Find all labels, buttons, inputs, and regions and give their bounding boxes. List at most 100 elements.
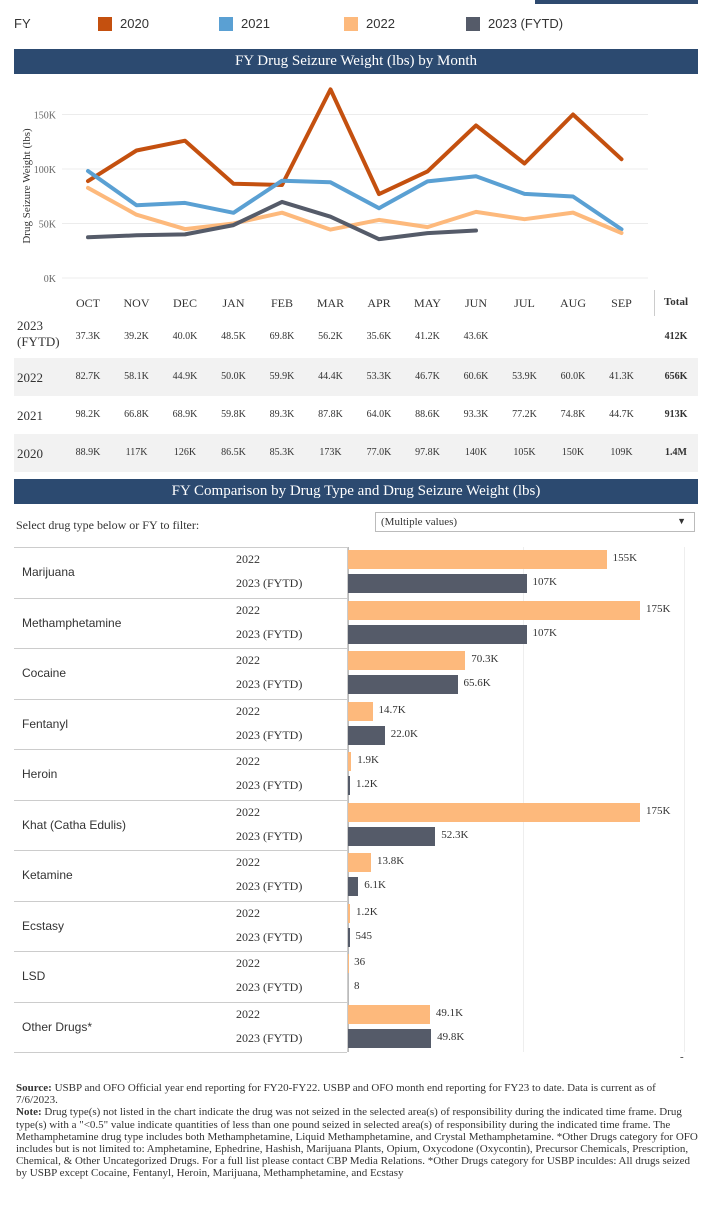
drug-group[interactable]: Heroin 2022 1.9K 2023 (FYTD) 1.2K <box>14 749 698 800</box>
group-separator <box>14 900 347 902</box>
table-cell: 64.0K <box>366 409 392 420</box>
bar-value-label: 70.3K <box>471 653 499 665</box>
bar-2022 <box>348 853 371 872</box>
drug-group[interactable]: LSD 2022 36 2023 (FYTD) 8 <box>14 951 698 1002</box>
table-cell: 109K <box>610 447 633 458</box>
series-line-2022 <box>86 185 624 235</box>
bar-2023 <box>348 725 385 745</box>
bar-2023 <box>348 877 359 896</box>
bar-value-label: 65.6K <box>463 677 491 689</box>
year-label: 2022 <box>236 956 260 970</box>
drug-group[interactable]: Khat (Catha Edulis) 2022 175K 2023 (FYTD) 52… <box>14 799 698 851</box>
bar-2022 <box>348 1004 430 1024</box>
table-cell: 58.1K <box>124 371 149 382</box>
bar-2022 <box>348 701 373 721</box>
table-cell: 69.8K <box>269 331 295 342</box>
series-line-2020 <box>86 87 624 197</box>
drug-group[interactable]: Cocaine 2022 70.3K 2023 (FYTD) 65.6K <box>14 648 698 699</box>
table-cell: 88.6K <box>415 409 440 420</box>
drug-name: Fentanyl <box>22 716 69 731</box>
bars-bottom-tick: - <box>680 1051 684 1063</box>
bar-2023 <box>348 927 350 947</box>
bar-value-label: 175K <box>646 804 671 817</box>
bar-chart: - Marijuana 2022 155K 2023 (FYTD) 107K Methamp… <box>14 547 698 1063</box>
drug-group[interactable]: Ketamine 2022 13.8K 2023 (FYTD) 6.1K <box>14 850 698 901</box>
bar-value-label: 1.9K <box>357 754 379 766</box>
chevron-down-icon[interactable]: ▼ <box>677 516 686 526</box>
drug-type-filter-select[interactable]: (Multiple values) ▼ <box>375 512 695 532</box>
legend-item-2023[interactable]: 2023 (FYTD) <box>466 16 563 31</box>
year-label: 2023 (FYTD) <box>236 828 303 843</box>
table-cell: 41.3K <box>609 371 634 382</box>
note-label: Note: <box>16 1106 42 1119</box>
table-cell: 39.2K <box>124 331 149 342</box>
drug-group[interactable]: Fentanyl 2022 14.7K 2023 (FYTD) 22.0K <box>14 698 698 750</box>
legend-label: 2023 (FYTD) <box>488 16 564 31</box>
year-label: 2022 <box>236 552 260 566</box>
table-cell: 56.2K <box>318 331 343 342</box>
series-line-2023 <box>86 199 478 242</box>
bar-2022 <box>348 903 350 923</box>
table-cell: 37.3K <box>75 331 101 342</box>
bar-value-label: 545 <box>355 929 373 942</box>
legend-item-2022[interactable]: 2022 <box>344 16 395 31</box>
bar-value-label: 52.3K <box>441 828 469 841</box>
total-cell: 412K <box>664 331 688 342</box>
table-cell: 89.3K <box>269 409 295 420</box>
group-separator <box>14 1001 347 1003</box>
table-cell: 140K <box>464 447 488 458</box>
table-cell: 87.8K <box>318 409 343 420</box>
table-cell: 173K <box>319 447 342 458</box>
table-cell: 150K <box>561 447 585 458</box>
legend-item-2021[interactable]: 2021 <box>219 16 270 31</box>
y-tick-label: 0K <box>44 274 57 285</box>
bars-gridline <box>684 547 685 1052</box>
group-separator <box>14 799 347 801</box>
drug-group[interactable]: Marijuana 2022 155K 2023 (FYTD) 107K <box>14 547 698 598</box>
drug-group[interactable]: Methamphetamine 2022 175K 2023 (FYTD) 107K <box>14 597 698 649</box>
legend-item-2020[interactable]: 2020 <box>98 16 149 31</box>
table-cell: 98.2K <box>75 409 101 420</box>
fy-legend: FY 2020 2021 2022 2023 (FYTD) <box>14 10 704 38</box>
filter-label: Select drug type below or FY to filter: <box>16 518 200 532</box>
legend-swatch <box>219 16 233 31</box>
total-cell: 913K <box>664 409 688 420</box>
month-header: FEB <box>270 296 293 310</box>
y-tick-label: 100K <box>34 165 57 176</box>
month-header: AUG <box>560 296 586 310</box>
table-cell: 43.6K <box>463 331 489 342</box>
bar-value-label: 22.0K <box>390 727 418 740</box>
year-label: 2023 (FYTD) <box>236 677 303 691</box>
table-cell: 82.7K <box>75 371 101 382</box>
drug-group[interactable]: Other Drugs* 2022 49.1K 2023 (FYTD) 49.8K <box>14 1001 698 1053</box>
year-label: 2023 (FYTD) <box>236 727 303 742</box>
drug-name: Khat (Catha Edulis) <box>22 817 127 832</box>
drug-group[interactable]: Ecstasy 2022 1.2K 2023 (FYTD) 545 <box>14 900 698 952</box>
group-separator <box>14 698 347 700</box>
bar-2022 <box>348 752 352 771</box>
table-cell: 46.7K <box>415 371 440 382</box>
legend-label: 2022 <box>366 16 395 31</box>
table-row: 2021 98.2K 66.8K 68.9K 59.8K 89.3K 87.8K 64.0K 8… <box>14 396 698 434</box>
table-cell: 68.9K <box>172 409 198 420</box>
drug-name: Ketamine <box>22 868 73 882</box>
total-header: Total <box>663 296 689 308</box>
drug-name: Cocaine <box>22 666 67 680</box>
month-header: MAR <box>316 296 345 310</box>
table-cell: 53.3K <box>366 371 392 382</box>
bar-2023 <box>348 1028 432 1048</box>
bar-value-label: 49.1K <box>435 1006 464 1019</box>
table-cell: 35.6K <box>366 331 392 342</box>
table-cell: 66.8K <box>124 409 149 420</box>
year-label: 2022 <box>236 804 260 819</box>
line-chart-title: FY Drug Seizure Weight (lbs) by Month <box>14 49 698 74</box>
drug-name: Methamphetamine <box>22 615 122 630</box>
year-label: 2023 (FYTD) <box>236 778 303 792</box>
bar-chart-title: FY Comparison by Drug Type and Drug Seiz… <box>14 479 698 504</box>
legend-title: FY <box>14 16 31 31</box>
year-label: 2023 (FYTD) <box>236 1030 303 1045</box>
drug-name: LSD <box>22 969 46 983</box>
legend-label: 2021 <box>241 16 270 31</box>
table-cell: 88.9K <box>75 447 101 458</box>
